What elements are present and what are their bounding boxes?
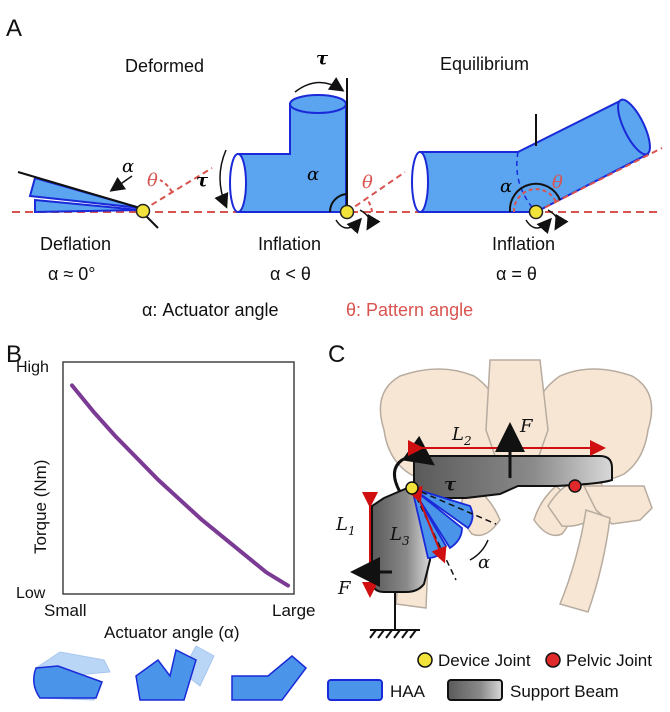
theta-symbol-3: θ (552, 172, 563, 193)
equilibrium-actuator (411, 98, 663, 234)
actuator-large-angle-icon (231, 655, 308, 701)
theta-symbol-1: θ (147, 170, 158, 191)
legend-pelvic-joint-icon (545, 652, 561, 668)
panel-a-label: A (6, 15, 22, 42)
deformed-title: Deformed (125, 56, 204, 76)
y-axis-label: Torque (Nm) (31, 460, 50, 554)
x-tick-large: Large (272, 601, 315, 620)
alpha-label: α (478, 552, 490, 573)
chart-frame (62, 361, 295, 595)
pelvic-joint-marker (568, 479, 582, 493)
y-tick-low: Low (16, 585, 46, 602)
legend-device-joint-icon (417, 652, 433, 668)
state-relation-1: α ≈ 0° (48, 264, 96, 284)
force-label-left: F (337, 578, 352, 599)
state-name-2: Inflation (258, 234, 321, 254)
torque-curve-line (70, 383, 290, 588)
actuator-medium-angle-icon (135, 645, 215, 701)
device-joint-marker (405, 481, 419, 495)
legend-support-beam-swatch (447, 679, 503, 701)
tau-symbol-top: τ (316, 48, 329, 69)
legend-actuator-angle: α: Actuator angle (142, 300, 279, 320)
x-axis-label: Actuator angle (α) (104, 623, 240, 642)
alpha-symbol-1: α (122, 156, 134, 177)
device-joint-icon (135, 203, 151, 219)
legend-haa-swatch (327, 679, 383, 701)
legend-device-joint: Device Joint (438, 651, 531, 670)
l3-label: L3 (389, 524, 410, 548)
panel-b-label: B (6, 341, 22, 368)
state-relation-3: α = θ (496, 264, 537, 284)
deflated-actuator (17, 167, 213, 229)
legend-pelvic-joint: Pelvic Joint (566, 651, 652, 670)
torque-arrow (393, 435, 435, 493)
legend-haa: HAA (390, 682, 426, 701)
inflating-actuator (214, 77, 406, 234)
l2-label: L2 (451, 424, 472, 448)
legend-support-beam: Support Beam (510, 682, 619, 701)
state-relation-2: α < θ (270, 264, 311, 284)
panel-c-label: C (328, 341, 345, 368)
device-joint-icon (339, 204, 355, 220)
x-tick-small: Small (44, 601, 87, 620)
theta-symbol-2: θ (362, 172, 373, 193)
l1-label: L1 (335, 514, 356, 538)
state-name-1: Deflation (40, 234, 111, 254)
state-name-3: Inflation (492, 234, 555, 254)
equilibrium-title: Equilibrium (440, 54, 529, 74)
alpha-symbol-3: α (500, 176, 512, 197)
support-beam-upper (413, 455, 613, 499)
actuator-small-angle-icon (33, 651, 111, 701)
force-label-top: F (519, 416, 534, 437)
ground-fixture (369, 592, 420, 639)
device-joint-icon (528, 204, 544, 220)
tau-symbol-left: τ (196, 170, 209, 191)
y-tick-high: High (16, 359, 49, 376)
legend-pattern-angle: θ: Pattern angle (346, 300, 473, 320)
alpha-symbol-2: α (307, 164, 319, 185)
tau-label: τ (444, 474, 457, 495)
